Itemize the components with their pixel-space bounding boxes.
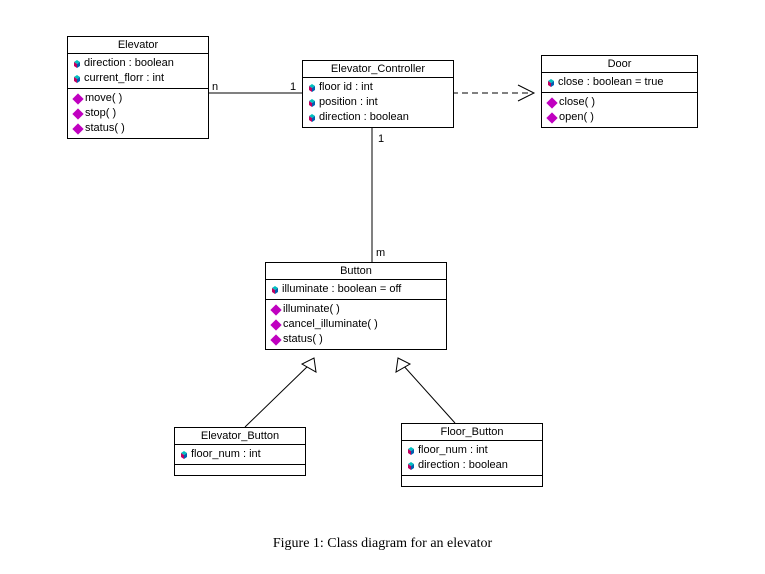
method-icon [270,304,281,315]
class-title: Elevator_Controller [303,61,453,78]
method-icon [72,108,83,119]
class-attributes: floor_num : int [175,445,305,464]
attr-text: position : int [319,95,378,110]
method-text: stop( ) [85,106,116,121]
attr-text: direction : boolean [84,56,174,71]
attribute-icon [406,446,416,456]
class-methods: illuminate( ) cancel_illuminate( ) statu… [266,300,446,349]
class-attributes: floor id : int position : int direction … [303,78,453,127]
class-title: Button [266,263,446,280]
attr-text: current_florr : int [84,71,164,86]
class-title: Elevator [68,37,208,54]
attribute-icon [72,74,82,84]
multiplicity-1: 1 [378,133,384,145]
class-attributes: illuminate : boolean = off [266,280,446,300]
class-attributes: close : boolean = true [542,73,697,93]
attribute-icon [307,83,317,93]
attr-text: direction : boolean [319,110,409,125]
class-attributes: floor_num : int direction : boolean [402,441,542,475]
class-methods-empty [175,464,305,475]
class-button: Button illuminate : boolean = off illumi… [265,262,447,350]
attr-text: illuminate : boolean = off [282,282,401,297]
figure-caption: Figure 1: Class diagram for an elevator [0,536,765,552]
attr-text: close : boolean = true [558,75,664,90]
method-text: move( ) [85,91,122,106]
class-elevator: Elevator direction : boolean current_flo… [67,36,209,139]
attribute-icon [546,78,556,88]
class-methods: close( ) open( ) [542,93,697,127]
multiplicity-m: m [376,247,385,259]
class-elevator-button: Elevator_Button floor_num : int [174,427,306,476]
method-icon [270,319,281,330]
attribute-icon [179,450,189,460]
method-text: illuminate( ) [283,302,340,317]
method-text: status( ) [283,332,323,347]
class-title: Door [542,56,697,73]
multiplicity-1: 1 [290,81,296,93]
class-floor-button: Floor_Button floor_num : int direction :… [401,423,543,487]
attribute-icon [307,113,317,123]
attr-text: floor_num : int [191,447,261,462]
attribute-icon [270,285,280,295]
attr-text: direction : boolean [418,458,508,473]
method-text: status( ) [85,121,125,136]
multiplicity-n: n [212,81,218,93]
method-text: cancel_illuminate( ) [283,317,378,332]
attribute-icon [307,98,317,108]
method-icon [546,97,557,108]
class-attributes: direction : boolean current_florr : int [68,54,208,89]
class-title: Floor_Button [402,424,542,441]
attribute-icon [72,59,82,69]
attribute-icon [406,461,416,471]
class-methods-empty [402,475,542,486]
attr-text: floor_num : int [418,443,488,458]
method-icon [270,334,281,345]
method-icon [72,123,83,134]
method-text: close( ) [559,95,595,110]
attr-text: floor id : int [319,80,373,95]
method-text: open( ) [559,110,594,125]
method-icon [72,93,83,104]
class-title: Elevator_Button [175,428,305,445]
method-icon [546,112,557,123]
class-controller: Elevator_Controller floor id : int posit… [302,60,454,128]
class-door: Door close : boolean = true close( ) ope… [541,55,698,128]
class-methods: move( ) stop( ) status( ) [68,89,208,138]
